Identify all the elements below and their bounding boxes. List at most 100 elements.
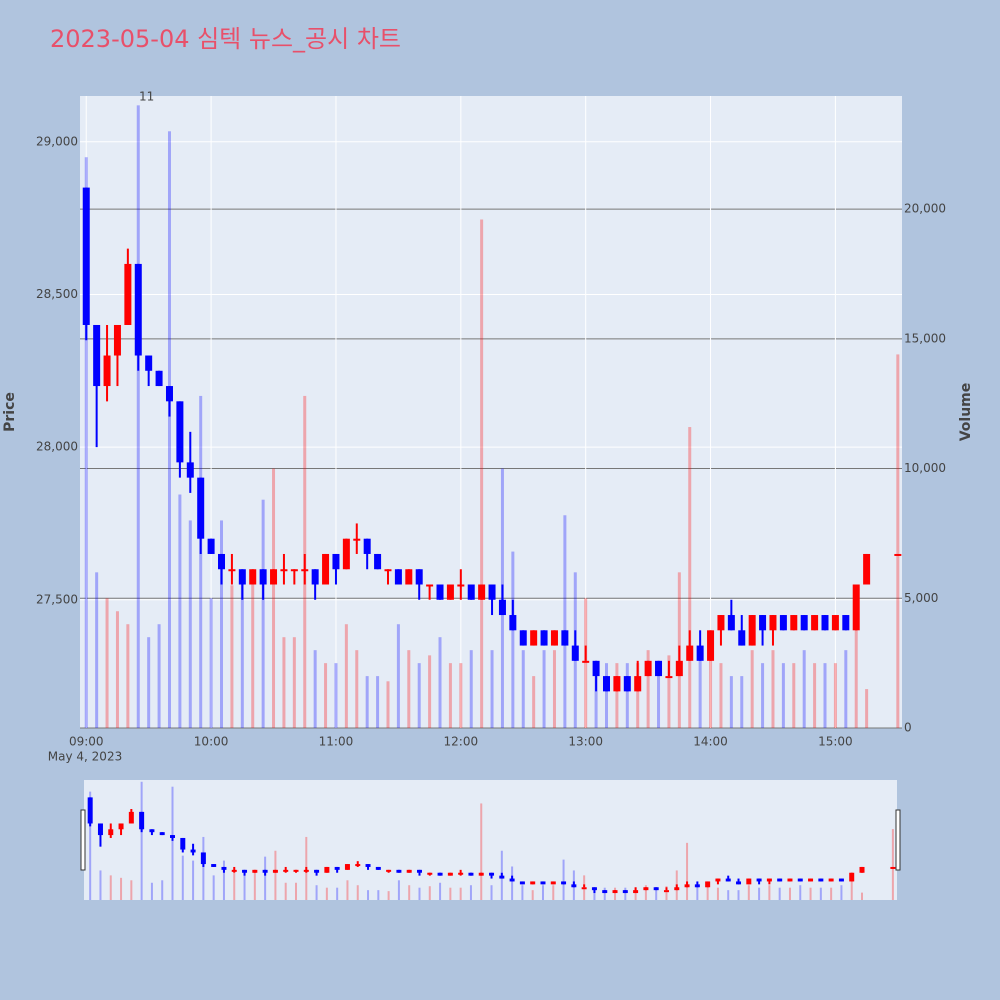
mini-volume-bar — [665, 886, 668, 900]
candle-body — [259, 569, 267, 585]
mini-candle-body — [602, 890, 608, 894]
volume-bar — [324, 663, 328, 728]
candle-body — [113, 324, 121, 356]
volume-bar — [167, 131, 171, 729]
mini-candle-body — [674, 887, 680, 891]
mini-volume-bar — [655, 890, 658, 900]
range-slider[interactable] — [84, 780, 897, 900]
mini-candle-body — [612, 890, 618, 894]
mini-volume-bar — [120, 877, 123, 900]
candle-body — [592, 660, 600, 677]
mini-candle-body — [859, 866, 865, 873]
volume-bar — [511, 551, 515, 728]
mini-candle-body — [540, 881, 546, 885]
mini-candle-body — [849, 872, 855, 882]
mini-volume-bar — [346, 880, 349, 900]
candle-body — [394, 569, 402, 585]
mini-volume-bar — [171, 786, 174, 900]
mini-candle-body — [509, 878, 515, 882]
range-handle-right[interactable] — [895, 809, 901, 871]
y2-tick-label: 10,000 — [904, 461, 946, 475]
mini-volume-bar — [480, 803, 483, 900]
volume-bar — [407, 650, 411, 728]
volume-bar — [261, 499, 265, 728]
candle-body — [93, 324, 101, 387]
mini-candle-body — [324, 866, 330, 873]
candle-body — [446, 584, 454, 600]
mini-candle-body — [684, 884, 690, 888]
volume-bar — [542, 650, 546, 728]
volume-bar — [292, 637, 296, 728]
volume-bar — [209, 598, 213, 728]
volume-bar — [657, 676, 661, 728]
candle-body — [655, 660, 663, 677]
volume-bar — [386, 681, 390, 728]
candle-body — [186, 462, 194, 478]
mini-candle-body — [622, 890, 628, 894]
x-tick-label: 11:00 — [319, 735, 354, 749]
mini-volume-bar — [747, 885, 750, 900]
candle-body — [613, 676, 621, 692]
candle-body — [155, 370, 163, 387]
mini-candle-body — [355, 864, 361, 867]
mini-candle-body — [344, 864, 350, 870]
mini-candle-body — [818, 878, 824, 882]
candle-body — [249, 569, 257, 585]
mini-candle-body — [458, 872, 464, 875]
mini-volume-bar — [325, 887, 328, 900]
y2-tick-label: 0 — [904, 721, 912, 735]
candle-body — [738, 630, 746, 646]
mini-candle-body — [406, 869, 412, 873]
mini-candle-body — [303, 869, 309, 872]
mini-candle-body — [252, 869, 258, 873]
mini-volume-bar — [212, 875, 215, 900]
mini-candle-body — [550, 881, 556, 885]
mini-volume-bar — [737, 890, 740, 900]
mini-volume-bar — [150, 882, 153, 900]
candle-body — [759, 615, 767, 631]
volume-bar — [251, 572, 255, 728]
volume-bar — [448, 663, 452, 728]
candle-body — [530, 630, 538, 646]
candle-body — [800, 615, 808, 631]
chart-title: 2023-05-04 심텍 뉴스_공시 차트 — [50, 25, 401, 53]
candle-body — [270, 569, 278, 585]
volume-bar — [438, 637, 442, 728]
mini-volume-bar — [686, 842, 689, 900]
mini-candle-body — [242, 869, 248, 873]
volume-bar — [750, 650, 754, 728]
mini-volume-bar — [274, 850, 277, 900]
mini-volume-bar — [253, 870, 256, 900]
mini-volume-bar — [387, 891, 390, 900]
range-handle-left[interactable] — [80, 809, 86, 871]
candle-body — [426, 584, 434, 587]
mini-volume-bar — [861, 892, 864, 900]
candle-body — [811, 615, 819, 631]
mini-volume-bar — [696, 885, 699, 900]
mini-volume-bar — [614, 887, 617, 900]
mini-candle-body — [118, 823, 124, 830]
mini-volume-bar — [192, 860, 195, 900]
volume-bar — [334, 663, 338, 728]
volume-bar — [178, 494, 182, 728]
candle-body — [821, 615, 829, 631]
candle-body — [779, 615, 787, 631]
mini-volume-bar — [562, 859, 565, 900]
mini-volume-bar — [778, 887, 781, 900]
volume-bar — [84, 157, 88, 728]
volume-bar — [865, 689, 869, 728]
candle-body — [176, 401, 184, 463]
mini-candle-body — [890, 866, 896, 869]
mini-candle-body — [468, 872, 474, 876]
mini-candle-body — [777, 878, 783, 882]
candle-body — [436, 584, 444, 600]
mini-volume-bar — [89, 791, 92, 900]
mini-volume-bar — [469, 885, 472, 900]
volume-bar — [272, 468, 276, 728]
mini-volume-bar — [788, 887, 791, 900]
volume-bar — [667, 655, 671, 728]
mini-candle-body — [499, 875, 505, 879]
candle-body — [852, 584, 860, 631]
volume-bar — [376, 676, 380, 728]
volume-bar — [761, 663, 765, 728]
